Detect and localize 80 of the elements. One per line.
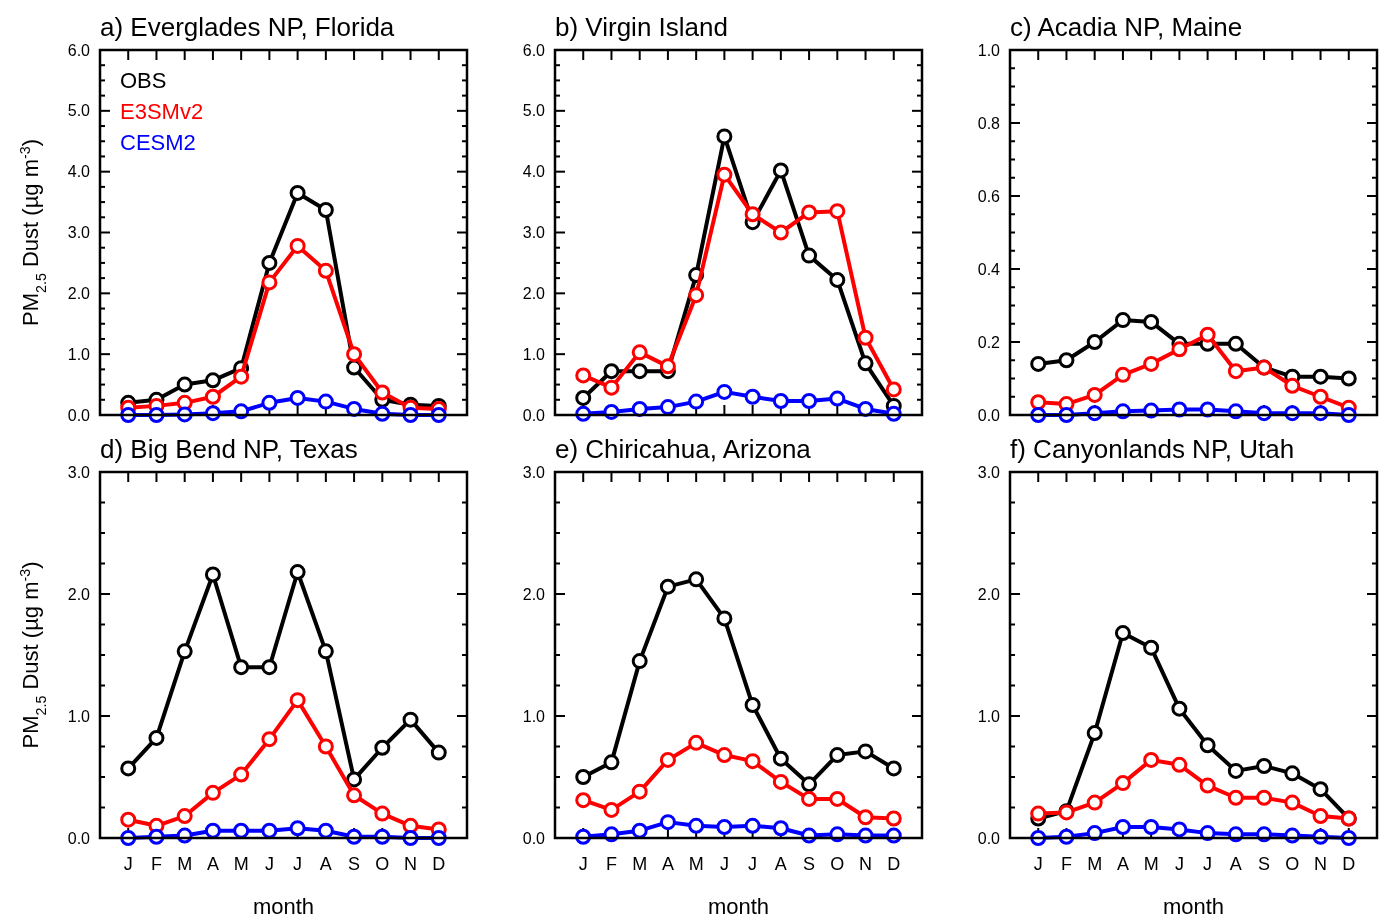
chart-title: d) Big Bend NP, Texas [100, 434, 358, 464]
y-tick-label: 0.8 [977, 114, 1001, 132]
chart-title: e) Chiricahua, Arizona [555, 434, 812, 464]
x-tick-label: D [1342, 854, 1356, 874]
x-tick-label: N [404, 854, 418, 874]
y-tick-label: 1.0 [522, 345, 546, 363]
y-tick-label: 0.2 [977, 333, 1001, 351]
x-tick-label: J [748, 854, 758, 874]
y-tick-label: 0.6 [977, 187, 1001, 205]
x-tick-label: J [1174, 854, 1184, 874]
x-tick-label: J [578, 854, 588, 874]
x-tick-label: A [206, 854, 219, 874]
x-tick-label: J [123, 854, 133, 874]
x-tick-label: O [830, 854, 845, 874]
y-tick-label: 4.0 [522, 163, 546, 181]
x-tick-label: J [1033, 854, 1043, 874]
y-tick-label: 2.0 [67, 585, 91, 603]
y-tick-label: 0.0 [522, 406, 546, 424]
x-tick-label: O [375, 854, 390, 874]
x-tick-label: A [661, 854, 674, 874]
x-tick-label: O [1285, 854, 1300, 874]
y-tick-label: 1.0 [67, 707, 91, 725]
y-tick-label: 5.0 [67, 102, 91, 120]
y-tick-label: 1.0 [67, 345, 91, 363]
x-tick-label: D [887, 854, 901, 874]
y-tick-label: 2.0 [522, 585, 546, 603]
x-tick-label: A [319, 854, 332, 874]
x-tick-label: F [1060, 854, 1072, 874]
x-tick-label: N [1314, 854, 1328, 874]
x-tick-label: A [1116, 854, 1129, 874]
y-tick-label: 3.0 [522, 224, 546, 242]
y-tick-label: 3.0 [67, 224, 91, 242]
chart-title: a) Everglades NP, Florida [100, 12, 395, 42]
y-tick-label: 1.0 [977, 707, 1001, 725]
x-axis-title: month [252, 894, 315, 919]
x-tick-label: F [605, 854, 617, 874]
y-tick-label: 4.0 [67, 163, 91, 181]
y-tick-label: 0.0 [977, 406, 1001, 424]
x-axis-title: month [707, 894, 770, 919]
y-tick-label: 6.0 [67, 41, 91, 59]
x-tick-label: N [859, 854, 873, 874]
x-tick-label: S [1258, 854, 1271, 874]
y-tick-label: 3.0 [522, 463, 546, 481]
x-tick-label: J [293, 854, 303, 874]
x-tick-label: J [1203, 854, 1213, 874]
chart-title: f) Canyonlands NP, Utah [1010, 434, 1295, 464]
x-tick-label: A [1229, 854, 1242, 874]
y-tick-label: 3.0 [67, 463, 91, 481]
x-tick-label: J [264, 854, 274, 874]
chart-title: b) Virgin Island [555, 12, 728, 42]
x-tick-label: M [688, 854, 704, 874]
y-tick-label: 0.0 [522, 829, 546, 847]
text: CESM2 [120, 130, 196, 155]
x-tick-label: M [632, 854, 648, 874]
y-tick-label: 0.0 [977, 829, 1001, 847]
x-tick-label: D [432, 854, 446, 874]
y-tick-label: 6.0 [522, 41, 546, 59]
y-tick-label: 1.0 [522, 707, 546, 725]
x-tick-label: J [719, 854, 729, 874]
x-tick-label: M [233, 854, 249, 874]
x-axis-title: month [1162, 894, 1225, 919]
text: E3SMv2 [120, 99, 204, 124]
y-tick-label: 0.0 [67, 829, 91, 847]
legend-label: OBS [120, 68, 167, 93]
x-tick-label: A [774, 854, 787, 874]
y-tick-label: 2.0 [977, 585, 1001, 603]
x-tick-label: S [803, 854, 816, 874]
x-tick-label: M [177, 854, 193, 874]
y-tick-label: 2.0 [522, 284, 546, 302]
y-tick-label: 5.0 [522, 102, 546, 120]
chart-title: c) Acadia NP, Maine [1010, 12, 1243, 42]
x-tick-label: M [1087, 854, 1103, 874]
y-tick-label: 2.0 [67, 284, 91, 302]
y-tick-label: 1.0 [977, 41, 1001, 59]
y-tick-label: 3.0 [977, 463, 1001, 481]
y-tick-label: 0.4 [977, 260, 1001, 278]
y-tick-label: 0.0 [67, 406, 91, 424]
x-tick-label: S [348, 854, 361, 874]
x-tick-label: F [150, 854, 162, 874]
x-tick-label: M [1143, 854, 1159, 874]
